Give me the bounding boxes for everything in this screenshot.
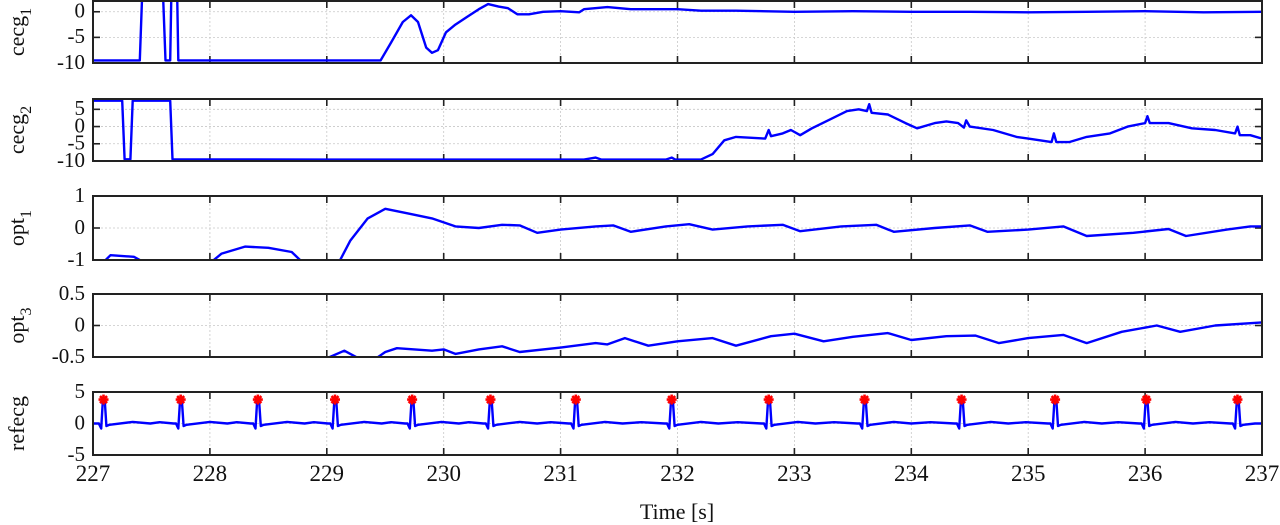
y-axis-label: refecg: [4, 396, 29, 451]
asterisk-stroke: [486, 395, 495, 405]
y-tick-label: 0.5: [59, 281, 85, 305]
y-axis-label: cecg2: [4, 106, 35, 154]
asterisk-stroke: [1141, 395, 1151, 405]
r-peak-marker: [666, 394, 677, 405]
axes-frame: [92, 98, 1263, 162]
y-tick-label: 0: [75, 410, 86, 434]
r-peak-marker: [763, 394, 774, 405]
x-tick-label: 234: [894, 461, 929, 486]
panel-cecg1: 0-5-10 cecg1: [4, 0, 1263, 74]
y-axis-label-subscript: 1: [18, 8, 35, 16]
series-line-refecg: [93, 398, 1262, 430]
series-clip: [103, 207, 1262, 260]
panel-opt3: 0.5 0 -0.5 opt3: [4, 281, 1263, 368]
x-tick-label: 232: [660, 461, 695, 486]
x-tick-label: 237: [1245, 461, 1280, 486]
asterisk-stroke: [571, 395, 581, 405]
x-tick-label: 231: [543, 461, 578, 486]
asterisk-stroke: [860, 395, 869, 405]
r-peak-marker: [485, 394, 496, 405]
x-axis-label: Time [s]: [640, 499, 714, 524]
r-peak-marker: [252, 394, 263, 405]
axes-frame: [92, 391, 1263, 456]
y-axis-label: cecg1: [4, 8, 35, 56]
r-peak-marker: [570, 394, 581, 405]
asterisk-stroke: [99, 395, 108, 405]
r-peak-marker: [859, 394, 870, 405]
asterisk-stroke: [1232, 395, 1242, 405]
y-axis-label-main: cecg: [4, 16, 29, 56]
panel-refecg: 5 0 -5 refecg 227 228 229 230 231 232 233 234 235 236…: [4, 379, 1279, 486]
series-line-cecg1: [93, 1, 1262, 62]
x-tick-label: 233: [777, 461, 812, 486]
y-tick-label: 5: [75, 96, 86, 120]
y-tick-label: 0: [75, 312, 86, 336]
x-tick-label: 235: [1011, 461, 1046, 486]
x-tick-label: 227: [76, 461, 111, 486]
asterisk-stroke: [253, 395, 263, 405]
asterisk-stroke: [764, 395, 774, 405]
y-axis-label-main: refecg: [4, 396, 29, 451]
y-tick-label: -5: [68, 24, 86, 48]
series-clip: [93, 99, 1262, 161]
asterisk-stroke: [667, 395, 677, 405]
y-axis-label-subscript: 1: [18, 210, 35, 218]
r-peak-marker: [1050, 394, 1061, 405]
y-tick-label: 0: [75, 113, 86, 137]
y-axis-label: opt3: [4, 307, 35, 343]
x-tick-label: 236: [1128, 461, 1163, 486]
axes-frame: [92, 195, 1263, 261]
series-line-cecg2: [93, 99, 1262, 161]
axes-frame: [92, 0, 1263, 64]
y-tick-label: -1: [68, 247, 86, 271]
series-clip: [326, 321, 1262, 357]
panel-cecg2: 50-5-10 cecg2: [4, 96, 1263, 172]
r-peak-marker: [1141, 394, 1152, 405]
asterisk-stroke: [176, 395, 186, 405]
axes-frame: [92, 293, 1263, 358]
y-tick-label: 0: [75, 0, 86, 23]
r-peak-marker: [175, 394, 186, 405]
asterisk-stroke: [407, 395, 417, 405]
asterisk-stroke: [330, 395, 340, 405]
y-tick-label: 1: [75, 183, 86, 207]
y-tick-label: -0.5: [52, 344, 85, 368]
asterisk-stroke: [957, 395, 967, 405]
x-tick-label: 228: [193, 461, 228, 486]
series-clip: [93, 1, 1262, 62]
y-tick-label: -5: [68, 442, 86, 466]
series-clip: [93, 398, 1262, 430]
r-peak-marker: [329, 394, 340, 405]
series-line-opt3: [326, 321, 1262, 357]
r-peak-marker: [407, 394, 418, 405]
y-axis-label-main: cecg: [4, 114, 29, 154]
r-peak-marker: [1232, 394, 1243, 405]
x-tick-label: 230: [426, 461, 461, 486]
y-tick-label: -10: [57, 50, 85, 74]
y-axis-label-main: opt: [4, 218, 29, 246]
series-line-opt1: [103, 207, 1262, 260]
y-tick-label: 0: [75, 215, 86, 239]
r-peak-marker: [956, 394, 967, 405]
y-axis-label: opt1: [4, 210, 35, 246]
x-tick-label: 229: [310, 461, 345, 486]
y-tick-label: -5: [68, 131, 86, 155]
y-axis-label-subscript: 3: [18, 307, 35, 315]
asterisk-stroke: [1050, 395, 1060, 405]
r-peak-marker: [98, 394, 109, 405]
y-axis-label-subscript: 2: [18, 106, 35, 114]
y-tick-label: 5: [75, 379, 86, 403]
y-axis-label-main: opt: [4, 315, 29, 343]
y-tick-label: -10: [57, 148, 85, 172]
